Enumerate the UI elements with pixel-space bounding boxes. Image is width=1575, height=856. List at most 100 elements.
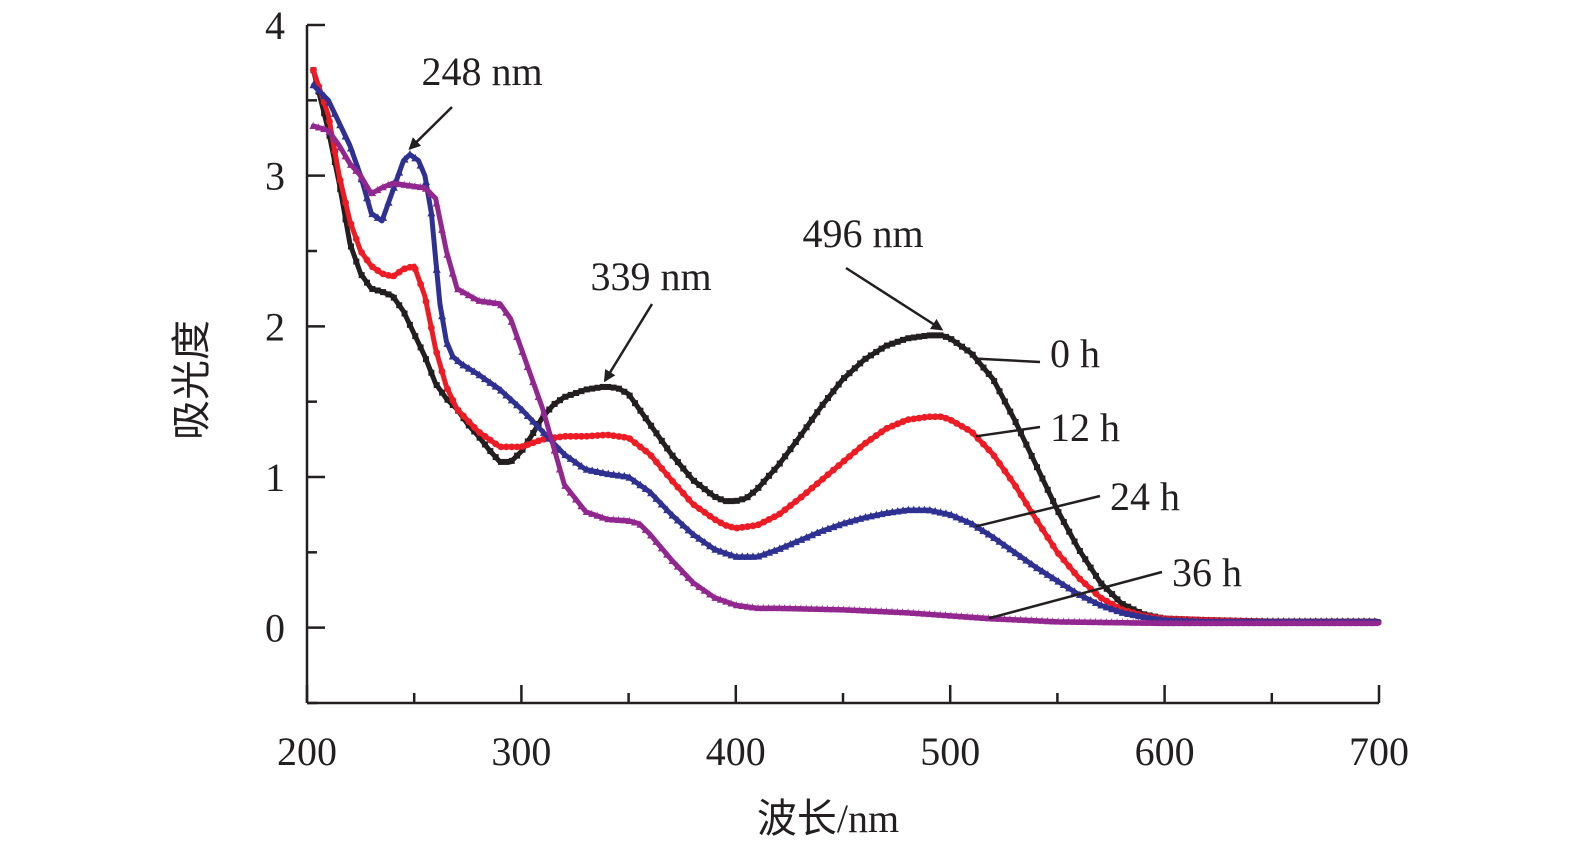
data-point — [856, 444, 864, 451]
data-point — [342, 216, 349, 223]
data-point — [1125, 603, 1132, 610]
data-point — [513, 332, 522, 340]
data-point — [374, 287, 381, 294]
data-point — [518, 347, 527, 355]
data-point — [464, 364, 473, 372]
y-tick-label: 4 — [265, 3, 285, 48]
data-point — [1071, 538, 1078, 545]
data-point — [1070, 587, 1079, 595]
data-point — [647, 488, 656, 497]
data-point — [711, 593, 720, 601]
data-point — [1087, 564, 1094, 571]
y-tick-label: 0 — [265, 606, 285, 651]
y-axis-title: 吸光度 — [169, 320, 214, 440]
data-point — [427, 208, 436, 217]
data-point — [588, 432, 596, 440]
data-point — [314, 86, 323, 94]
data-point — [476, 429, 483, 436]
data-point — [642, 447, 650, 455]
data-point — [373, 213, 382, 221]
data-point — [405, 150, 414, 158]
data-point — [416, 182, 425, 191]
data-point — [582, 465, 591, 473]
data-point — [872, 606, 881, 615]
data-point — [1086, 617, 1095, 626]
data-point — [1065, 583, 1074, 592]
data-point — [497, 443, 505, 451]
data-point — [502, 390, 511, 399]
data-point — [840, 605, 849, 613]
data-point — [883, 342, 890, 349]
data-point — [888, 422, 896, 430]
data-point — [1000, 541, 1009, 549]
data-point — [475, 370, 484, 379]
data-point — [835, 381, 842, 388]
data-point — [830, 388, 837, 395]
data-point — [996, 460, 1003, 467]
data-point — [1204, 618, 1213, 627]
data-point — [368, 263, 376, 271]
data-point — [529, 377, 538, 386]
data-point — [814, 409, 821, 416]
data-point — [411, 153, 420, 162]
data-point — [567, 391, 574, 398]
data-point — [1258, 618, 1267, 627]
data-point — [673, 562, 682, 570]
data-point — [963, 425, 971, 433]
data-point — [657, 499, 666, 508]
data-point — [674, 459, 681, 466]
data-point — [781, 542, 790, 550]
series-line — [310, 67, 1382, 625]
data-point — [920, 505, 929, 514]
data-point — [1065, 617, 1074, 625]
data-point — [1140, 618, 1149, 626]
data-point — [669, 452, 676, 459]
data-point — [491, 298, 500, 307]
data-point — [1317, 618, 1326, 627]
data-point — [1295, 618, 1304, 627]
data-point — [1098, 580, 1105, 587]
data-point — [1050, 498, 1057, 505]
data-point — [401, 265, 408, 273]
data-point — [889, 340, 896, 347]
data-point — [1279, 618, 1288, 627]
data-point — [867, 352, 874, 359]
data-point — [578, 388, 585, 395]
data-point — [598, 468, 607, 477]
data-point — [1113, 617, 1122, 626]
data-point — [867, 435, 875, 443]
data-point — [471, 428, 478, 435]
data-point — [609, 470, 618, 478]
data-point — [712, 494, 719, 501]
data-point — [707, 490, 714, 497]
data-point — [1028, 452, 1035, 459]
data-point — [555, 445, 564, 453]
data-point — [572, 458, 581, 466]
data-point — [1049, 542, 1057, 550]
data-point — [749, 522, 757, 530]
data-point — [556, 397, 563, 404]
data-point — [846, 453, 853, 460]
data-point — [498, 458, 505, 465]
data-point — [1130, 606, 1137, 613]
peak-label: 339 nm — [590, 254, 711, 299]
data-point — [748, 602, 757, 611]
data-point — [899, 506, 908, 514]
data-point — [626, 392, 633, 399]
y-tick-label: 1 — [265, 455, 285, 500]
data-point — [684, 573, 693, 581]
data-point — [534, 392, 543, 401]
data-point — [941, 509, 950, 517]
data-point — [1081, 580, 1089, 588]
data-point — [502, 308, 511, 316]
data-point — [728, 523, 735, 531]
data-point — [668, 511, 677, 519]
data-point — [925, 609, 934, 618]
data-point — [835, 462, 843, 469]
data-point — [679, 489, 687, 497]
data-point — [529, 439, 537, 447]
data-point — [921, 332, 928, 339]
data-point — [1075, 617, 1084, 625]
data-point — [1038, 616, 1047, 624]
data-point — [872, 432, 880, 439]
